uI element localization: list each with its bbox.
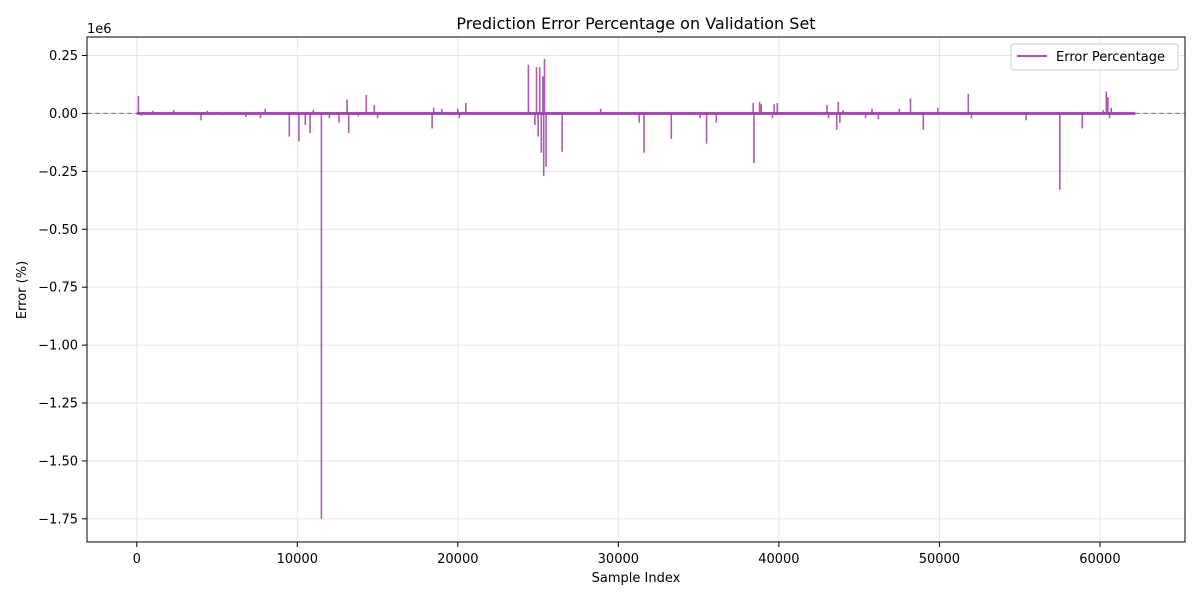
x-tick-label: 0 xyxy=(133,552,141,567)
x-axis: 0 10000 20000 30000 40000 50000 60000 xyxy=(133,542,1121,567)
y-tick-label: −1.50 xyxy=(38,454,78,469)
y-tick-label: −0.75 xyxy=(38,281,78,296)
y-tick-label: 0.00 xyxy=(49,107,78,122)
y-tick-label: −0.50 xyxy=(38,223,78,238)
x-tick-label: 30000 xyxy=(598,552,639,567)
x-axis-label: Sample Index xyxy=(592,571,681,586)
y-tick-label: 0.25 xyxy=(49,49,78,64)
x-tick-label: 20000 xyxy=(437,552,478,567)
plot-frame xyxy=(86,36,1186,543)
legend-box xyxy=(1010,43,1179,71)
x-tick-label: 10000 xyxy=(277,552,318,567)
y-tick-label: −1.00 xyxy=(38,339,78,354)
x-tick-label: 60000 xyxy=(1079,552,1120,567)
y-tick-label: −1.25 xyxy=(38,397,78,412)
y-axis-label: Error (%) xyxy=(15,261,30,319)
chart-title: Prediction Error Percentage on Validatio… xyxy=(456,14,815,33)
y-tick-label: −0.25 xyxy=(38,165,78,180)
y-tick-label: −1.75 xyxy=(38,512,78,527)
y-multiplier-label: 1e6 xyxy=(87,22,112,37)
plot-background xyxy=(87,37,1185,542)
legend-label: Error Percentage xyxy=(1056,50,1165,65)
x-tick-label: 40000 xyxy=(758,552,799,567)
y-axis: 0.25 0.00 −0.25 −0.50 −0.75 −1.00 −1.25 −1.50 −1… xyxy=(38,49,87,527)
legend: Error Percentage xyxy=(1010,43,1179,71)
series-line-error-percentage xyxy=(136,59,1136,519)
x-tick-label: 50000 xyxy=(919,552,960,567)
